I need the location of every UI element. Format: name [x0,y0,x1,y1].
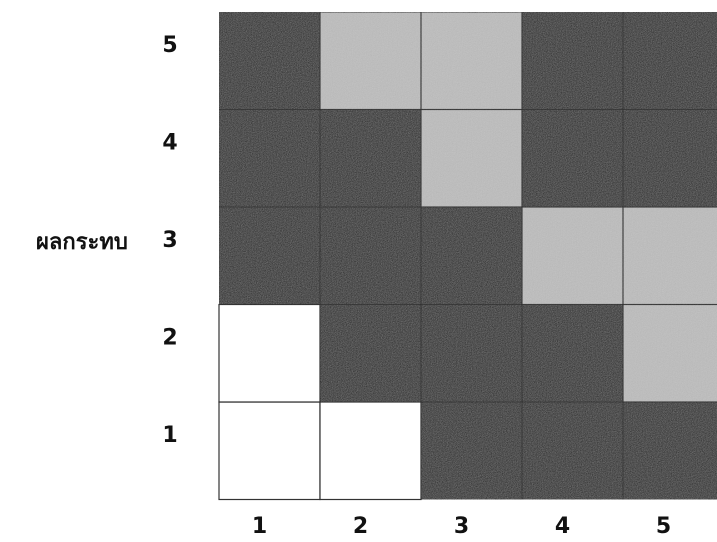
heatmap-cell-3-4 [420,108,523,208]
heatmap-cell-1-4 [219,109,320,207]
x-tick-label-4: 4 [555,514,570,538]
y-tick-label-1: 1 [162,423,177,448]
heatmap-cell-1-2 [218,303,321,403]
y-tick-label-2: 2 [162,326,177,351]
heatmap-cell-2-1 [319,401,422,501]
y-tick-label-4: 4 [162,131,177,156]
heatmap-cell-5-4 [623,109,717,207]
heatmap-cell-4-5 [522,12,623,110]
heatmap-cells [218,11,717,501]
heatmap-cell-4-3 [521,206,624,306]
heatmap-cell-4-2 [522,304,623,402]
x-axis-ticks: 1 2 3 4 5 [252,514,671,539]
heatmap-cell-5-5 [623,12,717,110]
heatmap-cell-3-2 [421,304,522,402]
heatmap-cell-3-1 [421,402,522,500]
x-tick-label-5: 5 [656,514,671,538]
heatmap-cell-2-5 [319,11,422,111]
y-tick-label-3: 3 [162,228,177,253]
heatmap-cell-1-3 [219,207,320,305]
heatmap-cell-3-5 [420,11,523,111]
x-tick-label-3: 3 [454,514,469,538]
y-axis-ticks: 1 2 3 4 5 [162,33,177,448]
heatmap-cell-5-3 [622,206,717,306]
y-axis-label: ผลกระทบ [36,230,128,255]
heatmap-cell-4-4 [522,109,623,207]
heatmap-cell-5-1 [623,402,717,500]
heatmap-cell-2-2 [320,304,421,402]
heatmap-cell-4-1 [522,402,623,500]
heatmap-cell-3-3 [421,207,522,305]
heatmap-cell-2-4 [320,109,421,207]
heatmap-cell-5-2 [622,303,717,403]
x-tick-label-1: 1 [252,514,267,538]
heatmap-cell-1-1 [218,401,321,501]
heatmap-cell-1-5 [219,12,320,110]
x-tick-label-2: 2 [353,514,368,538]
heatmap-cell-2-3 [320,207,421,305]
y-tick-label-5: 5 [162,33,177,58]
